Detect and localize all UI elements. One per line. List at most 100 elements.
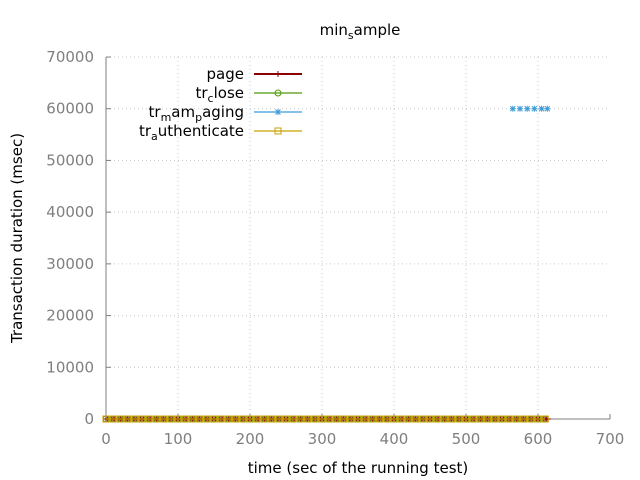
x-tick-label-5: 500 [452, 430, 481, 448]
point-trauthenticate-36 [361, 415, 369, 423]
y-tick-label-3: 30000 [46, 255, 94, 273]
y-tick-label-0: 0 [84, 410, 94, 428]
point-trauthenticate-43 [412, 415, 420, 423]
point-trauthenticate-12 [188, 415, 196, 423]
point-trauthenticate-40 [390, 415, 398, 423]
legend-item-trclose: trclose [195, 84, 302, 105]
point-trauthenticate-54 [491, 415, 499, 423]
ticks: 0 100 200 300 400 500 600 700 0 10000 20000 30000 40… [46, 48, 624, 448]
legend-marker-trmampaging [275, 109, 281, 115]
point-trauthenticate-35 [354, 415, 362, 423]
point-trmampaging-2 [524, 105, 531, 112]
point-trauthenticate-61 [541, 415, 549, 423]
point-trauthenticate-59 [527, 415, 535, 423]
point-trauthenticate-26 [289, 415, 297, 423]
point-trauthenticate-44 [419, 415, 427, 423]
point-trauthenticate-48 [448, 415, 456, 423]
point-trauthenticate-46 [433, 415, 441, 423]
point-trmampaging-0 [509, 105, 516, 112]
y-tick-label-4: 40000 [46, 203, 94, 221]
point-trauthenticate-4 [131, 415, 139, 423]
point-trauthenticate-39 [383, 415, 391, 423]
point-trauthenticate-33 [340, 415, 348, 423]
series-trauthenticate [102, 415, 549, 423]
point-trauthenticate-51 [469, 415, 477, 423]
x-tick-label-1: 100 [164, 430, 193, 448]
point-trauthenticate-3 [124, 415, 132, 423]
point-trauthenticate-60 [534, 415, 542, 423]
point-trauthenticate-2 [116, 415, 124, 423]
point-trauthenticate-38 [376, 415, 384, 423]
legend-label-trclose: trclose [195, 84, 244, 105]
x-axis-label: time (sec of the running test) [248, 459, 469, 477]
point-trauthenticate-27 [296, 415, 304, 423]
point-trauthenticate-52 [476, 415, 484, 423]
series-trmampaging [509, 105, 551, 112]
legend-label-trmampaging: trmampaging [149, 103, 245, 124]
point-trauthenticate-17 [224, 415, 232, 423]
point-trauthenticate-50 [462, 415, 470, 423]
point-trauthenticate-8 [160, 415, 168, 423]
x-tick-label-3: 300 [308, 430, 337, 448]
point-trauthenticate-18 [232, 415, 240, 423]
point-trauthenticate-57 [512, 415, 520, 423]
x-tick-label-0: 0 [101, 430, 111, 448]
point-trauthenticate-25 [282, 415, 290, 423]
point-trauthenticate-0 [102, 415, 110, 423]
point-trauthenticate-56 [505, 415, 513, 423]
y-tick-label-6: 60000 [46, 100, 94, 118]
point-trauthenticate-16 [217, 415, 225, 423]
point-trauthenticate-22 [260, 415, 268, 423]
x-tick-label-7: 700 [596, 430, 625, 448]
x-tick-label-6: 600 [524, 430, 553, 448]
point-trauthenticate-58 [520, 415, 528, 423]
point-trauthenticate-53 [484, 415, 492, 423]
y-axis-label: Transaction duration (msec) [8, 133, 26, 344]
legend-label-trauthenticate: trauthenticate [139, 122, 244, 143]
legend-marker-trauthenticate [274, 127, 282, 135]
series-layer [102, 105, 552, 423]
point-trauthenticate-21 [253, 415, 261, 423]
point-trauthenticate-1 [109, 415, 117, 423]
chart-title: minsample [320, 21, 401, 42]
point-trauthenticate-7 [152, 415, 160, 423]
legend-item-trmampaging: trmampaging [149, 103, 302, 124]
y-tick-label-2: 20000 [46, 307, 94, 325]
point-trauthenticate-5 [138, 415, 146, 423]
point-trauthenticate-24 [275, 415, 283, 423]
x-tick-label-2: 200 [236, 430, 265, 448]
point-trauthenticate-28 [304, 415, 312, 423]
point-trmampaging-1 [517, 105, 523, 112]
point-trauthenticate-47 [440, 415, 448, 423]
point-trauthenticate-34 [347, 415, 355, 423]
point-trauthenticate-37 [368, 415, 376, 423]
point-trauthenticate-55 [498, 415, 506, 423]
legend-item-trauthenticate: trauthenticate [139, 122, 302, 143]
point-trauthenticate-31 [325, 415, 333, 423]
legend-marker-page [275, 71, 281, 77]
y-tick-label-5: 50000 [46, 151, 94, 169]
point-trauthenticate-30 [318, 415, 326, 423]
point-trauthenticate-9 [167, 415, 175, 423]
point-trauthenticate-14 [203, 415, 211, 423]
point-trauthenticate-32 [332, 415, 340, 423]
y-tick-label-1: 10000 [46, 358, 94, 376]
point-trauthenticate-19 [239, 415, 247, 423]
point-trauthenticate-29 [311, 415, 319, 423]
y-tick-label-7: 70000 [46, 48, 94, 66]
legend-item-page: page [207, 65, 302, 83]
x-tick-label-4: 400 [380, 430, 409, 448]
point-trauthenticate-49 [455, 415, 463, 423]
point-trauthenticate-6 [145, 415, 153, 423]
point-trauthenticate-20 [246, 415, 254, 423]
point-trauthenticate-11 [181, 415, 189, 423]
point-trauthenticate-42 [404, 415, 412, 423]
point-trmampaging-3 [531, 105, 538, 112]
point-trauthenticate-13 [196, 415, 204, 423]
point-trauthenticate-45 [426, 415, 434, 423]
point-trauthenticate-15 [210, 415, 218, 423]
point-trauthenticate-23 [268, 415, 276, 423]
point-trauthenticate-10 [174, 415, 182, 423]
